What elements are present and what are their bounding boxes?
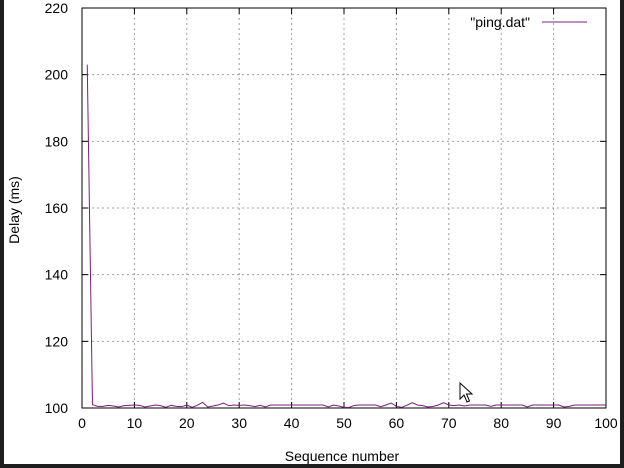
y-tick-label: 180 (45, 133, 69, 149)
y-tick-label: 200 (45, 67, 69, 83)
grid (82, 8, 606, 408)
y-axis-label: Delay (ms) (6, 176, 22, 244)
mouse-cursor-icon (459, 381, 474, 403)
x-tick-label: 70 (441, 415, 457, 431)
x-tick-label: 0 (78, 415, 86, 431)
tick-marks (81, 7, 607, 409)
x-tick-label: 90 (546, 415, 562, 431)
y-tick-label: 220 (45, 0, 69, 16)
x-tick-label: 60 (389, 415, 405, 431)
x-tick-label: 30 (231, 415, 247, 431)
x-tick-label: 40 (284, 415, 300, 431)
x-tick-label: 100 (594, 415, 618, 431)
legend-label: "ping.dat" (470, 14, 530, 30)
x-axis-label: Sequence number (285, 448, 400, 464)
x-tick-label: 10 (127, 415, 143, 431)
y-tick-label: 120 (45, 333, 69, 349)
y-tick-label: 100 (45, 400, 69, 416)
y-tick-label: 140 (45, 267, 69, 283)
canvas-background (4, 0, 620, 464)
x-tick-label: 50 (336, 415, 352, 431)
x-tick-label: 20 (179, 415, 195, 431)
y-tick-label: 160 (45, 200, 69, 216)
tick-labels: 0 10 20 30 40 50 60 70 80 90 100 100 120 140 160 180 200… (45, 0, 618, 431)
x-tick-label: 80 (493, 415, 509, 431)
legend: "ping.dat" (470, 14, 587, 30)
series-line-ping (86, 64, 606, 408)
